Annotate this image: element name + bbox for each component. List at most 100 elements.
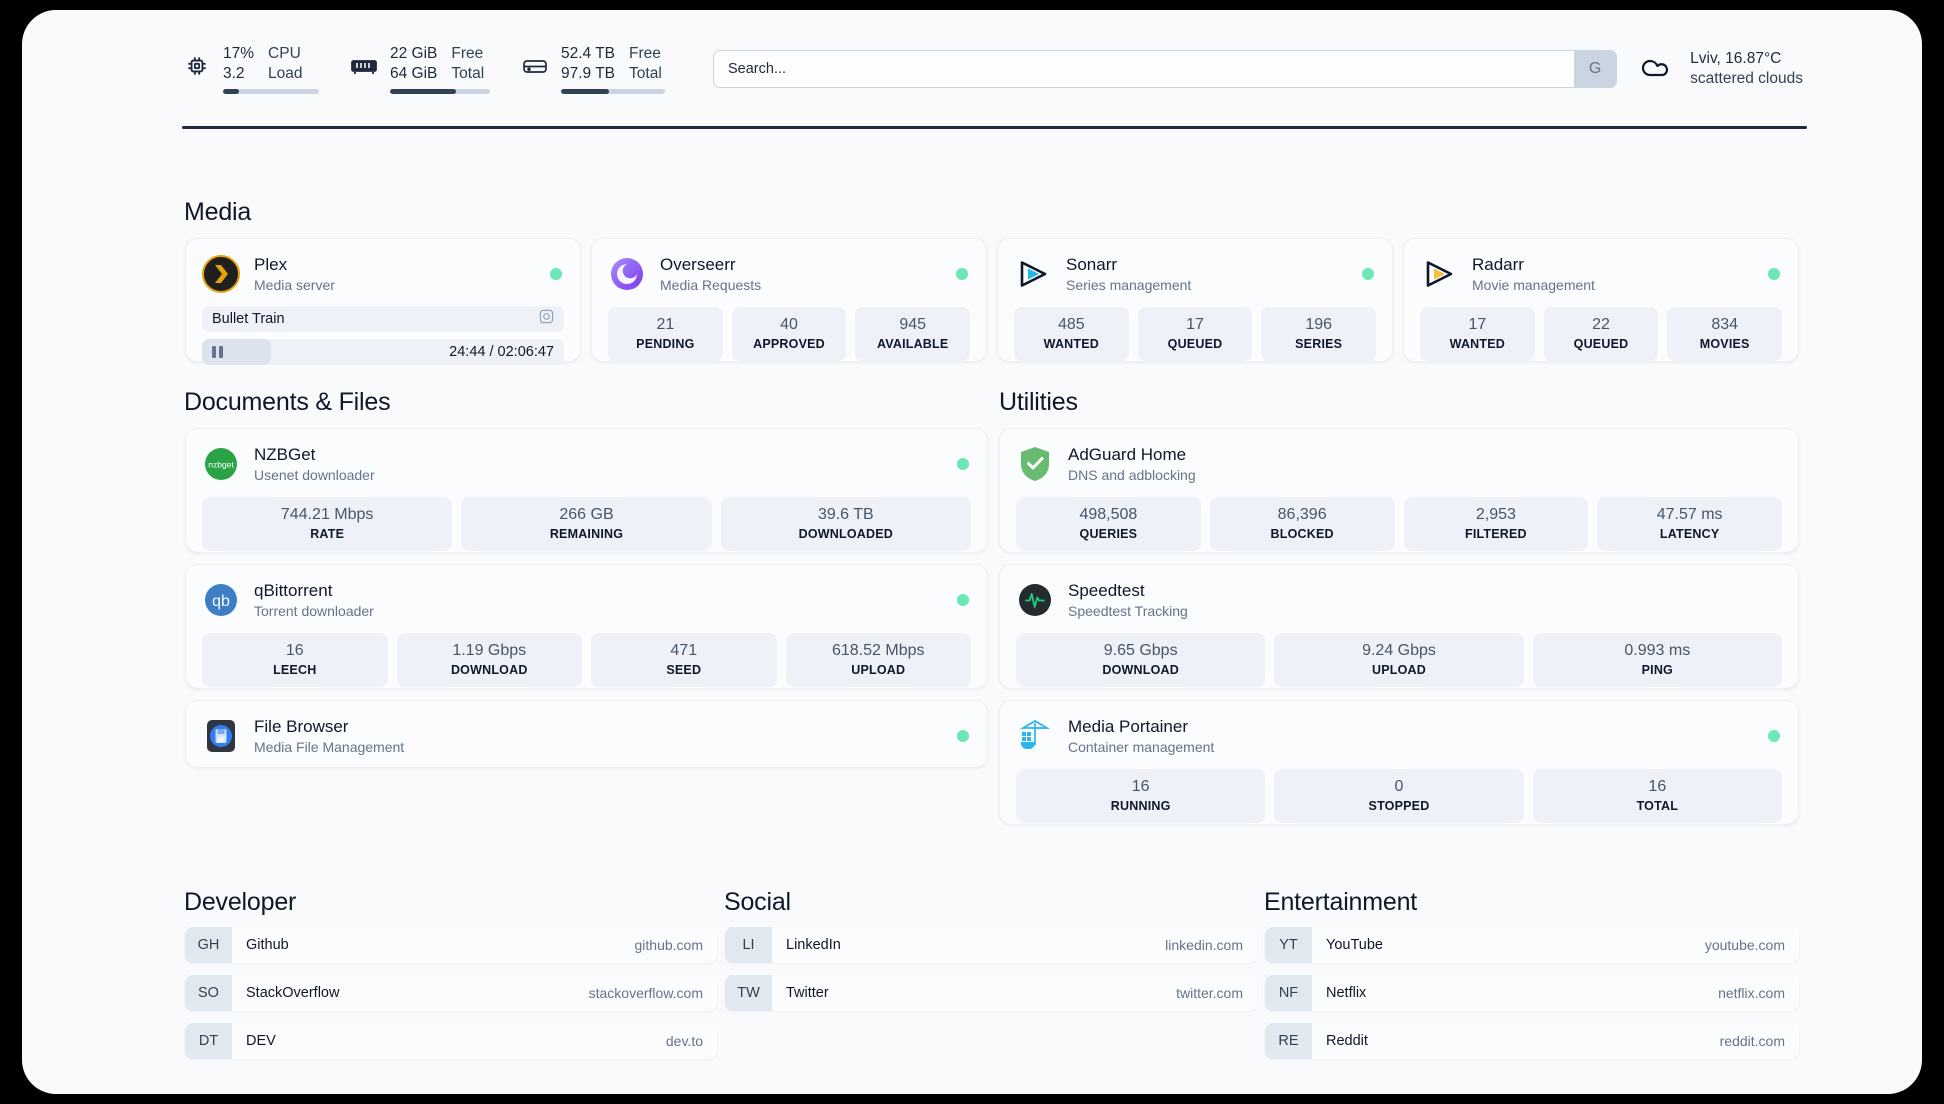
bookmark-badge: GH bbox=[185, 927, 232, 963]
bookmark-url: twitter.com bbox=[1176, 985, 1243, 1001]
tile-label: FILTERED bbox=[1464, 527, 1527, 541]
stat-tile: 16 TOTAL bbox=[1532, 769, 1782, 823]
card-header: File Browser Media File Management bbox=[202, 716, 971, 756]
stat-tile: 618.52 Mbps UPLOAD bbox=[785, 633, 971, 687]
card-media-portainer[interactable]: Media Portainer Container management 16 … bbox=[999, 700, 1799, 825]
app-name: qBittorrent bbox=[254, 581, 333, 600]
stat-tile: 40 APPROVED bbox=[731, 307, 847, 361]
bookmark-dev[interactable]: DT DEV dev.to bbox=[185, 1023, 717, 1059]
weather-description: scattered clouds bbox=[1690, 70, 1803, 87]
tile-label: SEED bbox=[666, 663, 702, 677]
stat-tile: 485 WANTED bbox=[1014, 307, 1129, 361]
bookmark-group-title-developer: Developer bbox=[184, 888, 297, 916]
tile-value: 16 bbox=[1131, 778, 1150, 795]
tile-label: TOTAL bbox=[1636, 799, 1679, 813]
app-subtitle: Media File Management bbox=[254, 739, 405, 755]
bookmark-youtube[interactable]: YT YouTube youtube.com bbox=[1265, 927, 1799, 963]
card-nzbget[interactable]: nzbget NZBGet Usenet downloader 744.21 M… bbox=[185, 428, 988, 553]
pause-icon[interactable] bbox=[212, 346, 223, 358]
tile-label: AVAILABLE bbox=[876, 337, 949, 351]
card-header: Overseerr Media Requests bbox=[608, 254, 970, 294]
bookmark-twitter[interactable]: TW Twitter twitter.com bbox=[725, 975, 1257, 1011]
disk-free-value: 52.4 TB bbox=[561, 45, 616, 62]
memory-stat: 22 GiB 64 GiB Free Total bbox=[349, 44, 490, 94]
card-header: Speedtest Speedtest Tracking bbox=[1016, 580, 1782, 620]
tile-value: 618.52 Mbps bbox=[831, 642, 925, 659]
bookmark-name: Github bbox=[246, 937, 289, 953]
playback-progress[interactable]: 24:44 / 02:06:47 bbox=[202, 339, 564, 365]
weather-temperature: Lviv, 16.87°C bbox=[1690, 50, 1782, 67]
tile-label: DOWNLOAD bbox=[450, 663, 528, 677]
bookmark-badge: LI bbox=[725, 927, 772, 963]
now-playing-row[interactable]: Bullet Train bbox=[202, 306, 564, 332]
bookmark-github[interactable]: GH Github github.com bbox=[185, 927, 717, 963]
card-adguard-home[interactable]: AdGuard Home DNS and adblocking 498,508 … bbox=[999, 428, 1799, 553]
tile-value: 471 bbox=[670, 642, 698, 659]
plex-icon bbox=[202, 255, 240, 293]
status-badge bbox=[1768, 730, 1780, 742]
tile-label: RATE bbox=[310, 527, 345, 541]
bookmark-url: reddit.com bbox=[1719, 1033, 1785, 1049]
bookmark-name: Reddit bbox=[1326, 1033, 1368, 1049]
card-file-browser[interactable]: File Browser Media File Management bbox=[185, 700, 988, 768]
cpu-usage-bar bbox=[223, 89, 319, 94]
stat-tile: 196 SERIES bbox=[1261, 307, 1377, 361]
card-qbittorrent[interactable]: qb qBittorrent Torrent downloader 16 LEE… bbox=[185, 564, 988, 689]
radarr-icon bbox=[1420, 255, 1458, 293]
stat-tile: 22 QUEUED bbox=[1543, 307, 1659, 361]
tile-value: 485 bbox=[1057, 316, 1085, 333]
tile-value: 0.993 ms bbox=[1624, 642, 1691, 659]
svg-text:nzbget: nzbget bbox=[208, 460, 234, 470]
tile-value: 744.21 Mbps bbox=[280, 506, 374, 523]
card-overseerr[interactable]: Overseerr Media Requests 21 PENDING 40 A… bbox=[591, 238, 987, 362]
card-sonarr[interactable]: Sonarr Series management 485 WANTED 17 Q… bbox=[997, 238, 1393, 362]
bookmark-netflix[interactable]: NF Netflix netflix.com bbox=[1265, 975, 1799, 1011]
weather-widget[interactable]: Lviv, 16.87°C scattered clouds bbox=[1639, 49, 1803, 89]
cast-icon[interactable] bbox=[539, 309, 554, 329]
bookmark-stackoverflow[interactable]: SO StackOverflow stackoverflow.com bbox=[185, 975, 717, 1011]
search-bar[interactable]: G bbox=[713, 50, 1618, 88]
card-header: Media Portainer Container management bbox=[1016, 716, 1782, 756]
tile-value: 39.6 TB bbox=[817, 506, 874, 523]
section-title-documents: Documents & Files bbox=[184, 388, 391, 416]
bookmark-reddit[interactable]: RE Reddit reddit.com bbox=[1265, 1023, 1799, 1059]
tile-label: PENDING bbox=[636, 337, 695, 351]
card-radarr[interactable]: Radarr Movie management 17 WANTED 22 QUE… bbox=[1403, 238, 1799, 362]
playback-time: 24:44 / 02:06:47 bbox=[449, 344, 554, 360]
disk-total-value: 97.9 TB bbox=[561, 65, 616, 82]
search-engine-button[interactable]: G bbox=[1574, 51, 1617, 87]
adguard-shield-icon bbox=[1016, 445, 1054, 483]
tile-value: 47.57 ms bbox=[1656, 506, 1723, 523]
tile-label: RUNNING bbox=[1110, 799, 1171, 813]
bookmark-linkedin[interactable]: LI LinkedIn linkedin.com bbox=[725, 927, 1257, 963]
stat-tile: 1.19 Gbps DOWNLOAD bbox=[396, 633, 582, 687]
stat-tile: 9.24 Gbps UPLOAD bbox=[1274, 633, 1524, 687]
nzbget-icon: nzbget bbox=[202, 445, 240, 483]
card-plex[interactable]: Plex Media server Bullet Train 24:44 / 0… bbox=[185, 238, 581, 365]
app-name: Speedtest bbox=[1068, 581, 1145, 600]
status-badge bbox=[957, 594, 969, 606]
tile-label: DOWNLOAD bbox=[1102, 663, 1179, 677]
sonarr-icon bbox=[1014, 255, 1052, 293]
stat-tiles: 498,508 QUERIES 86,396 BLOCKED 2,953 FIL… bbox=[1016, 497, 1782, 551]
status-badge bbox=[957, 458, 969, 470]
tile-label: WANTED bbox=[1449, 337, 1506, 351]
memory-usage-bar bbox=[390, 89, 490, 94]
stat-tiles: 21 PENDING 40 APPROVED 945 AVAILABLE bbox=[608, 307, 971, 361]
stat-tiles: 16 RUNNING 0 STOPPED 16 TOTAL bbox=[1016, 769, 1782, 823]
tile-label: STOPPED bbox=[1368, 799, 1430, 813]
stat-tile: 17 QUEUED bbox=[1137, 307, 1253, 361]
tile-value: 196 bbox=[1305, 316, 1333, 333]
speedtest-icon bbox=[1016, 581, 1054, 619]
bookmark-badge: NF bbox=[1265, 975, 1312, 1011]
stat-tiles: 485 WANTED 17 QUEUED 196 SERIES bbox=[1014, 307, 1377, 361]
card-speedtest[interactable]: Speedtest Speedtest Tracking 9.65 Gbps D… bbox=[999, 564, 1799, 689]
search-input[interactable] bbox=[714, 51, 1575, 87]
stat-tile: 86,396 BLOCKED bbox=[1209, 497, 1395, 551]
disk-label-top: Free bbox=[629, 45, 661, 62]
cpu-load-value: 3.2 bbox=[223, 65, 245, 82]
app-subtitle: Torrent downloader bbox=[254, 603, 374, 619]
bookmark-name: YouTube bbox=[1326, 937, 1383, 953]
app-name: Media Portainer bbox=[1068, 717, 1189, 736]
tile-label: SERIES bbox=[1295, 337, 1343, 351]
